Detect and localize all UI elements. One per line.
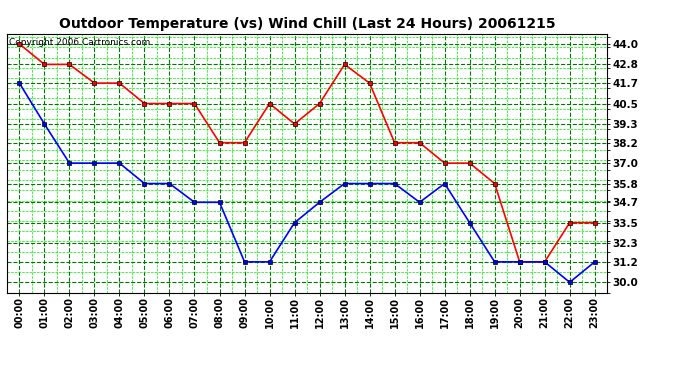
Text: Copyright 2006 Cartronics.com: Copyright 2006 Cartronics.com <box>9 38 150 46</box>
Title: Outdoor Temperature (vs) Wind Chill (Last 24 Hours) 20061215: Outdoor Temperature (vs) Wind Chill (Las… <box>59 17 555 31</box>
